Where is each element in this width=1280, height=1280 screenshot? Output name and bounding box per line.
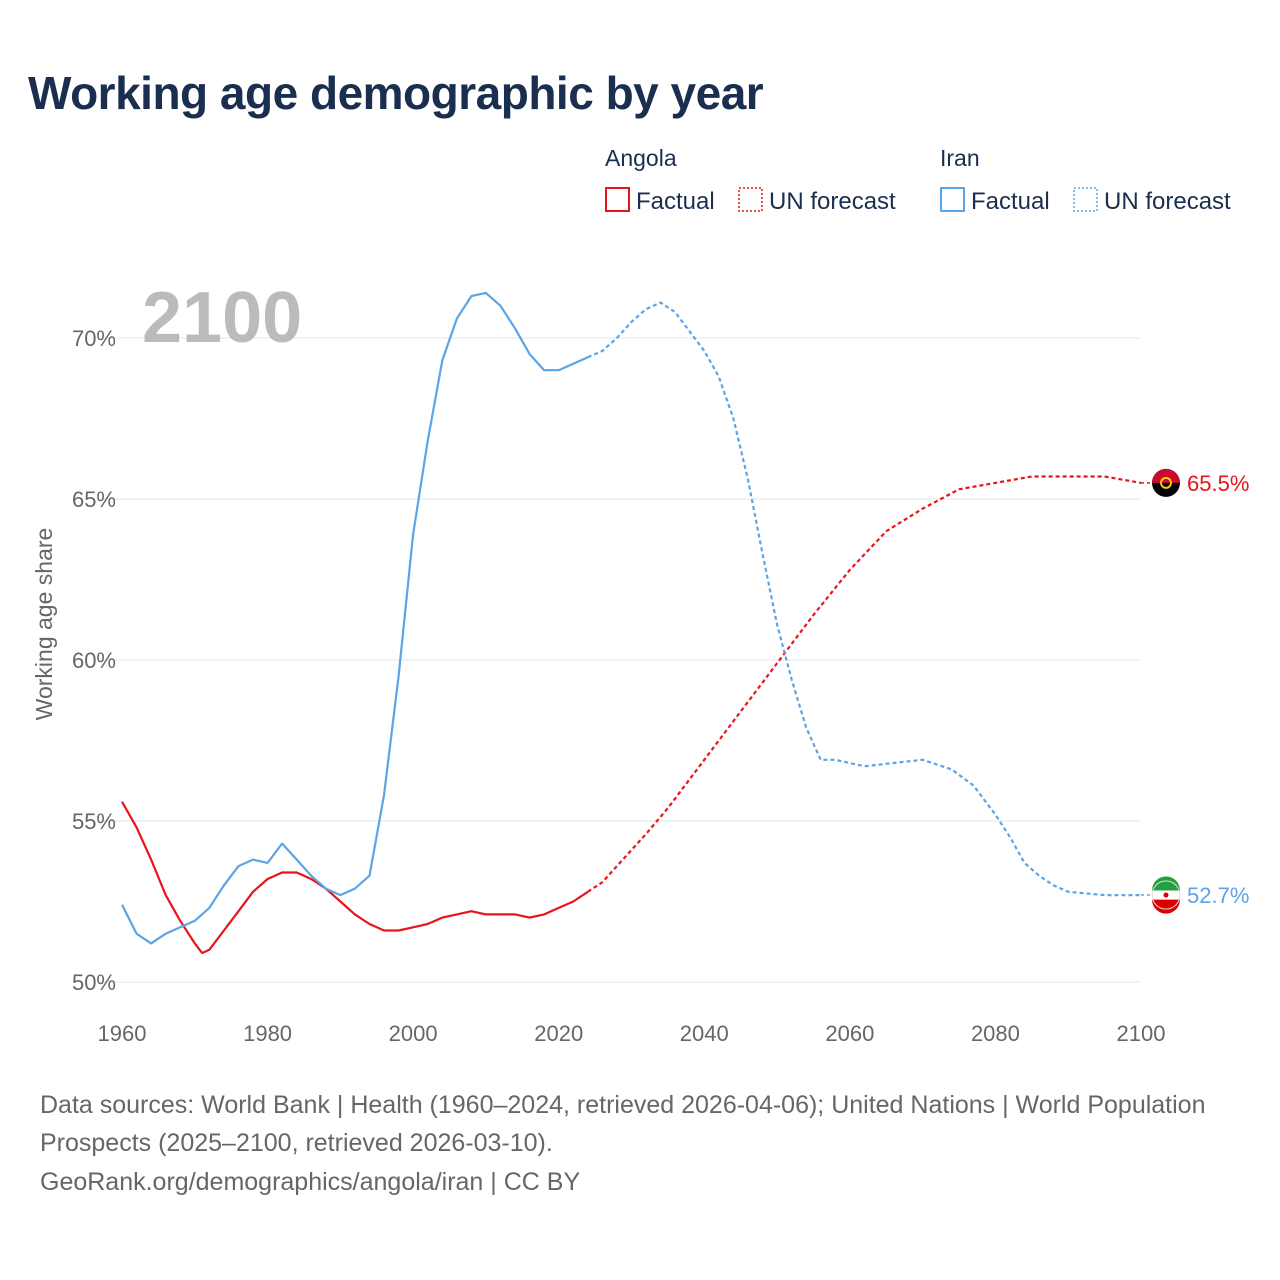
legend-item-iran-factual[interactable]: Factual	[940, 187, 1050, 215]
angola-forecast-line	[587, 475, 1142, 893]
end-labels: 65.5% 52.7%	[1141, 468, 1249, 914]
iran-factual-line	[121, 291, 589, 945]
legend-group-iran[interactable]: Iran Factual UN forecast	[940, 145, 1231, 215]
legend-country-label: Iran	[940, 145, 980, 171]
iran-flag-green	[1152, 876, 1181, 891]
legend-swatch-forecast	[738, 187, 763, 212]
iran-flag-icon	[1151, 876, 1181, 914]
x-tick-label: 2060	[825, 1021, 874, 1046]
angola-flag-icon	[1152, 468, 1181, 497]
y-tick-label: 70%	[72, 326, 116, 351]
y-tick-label: 65%	[72, 487, 116, 512]
chart-title: Working age demographic by year	[28, 67, 764, 119]
legend-label-factual: Factual	[971, 188, 1050, 215]
y-axis-ticks: 50% 55% 60% 65% 70%	[72, 326, 116, 995]
legend-label-factual: Factual	[636, 188, 715, 215]
legend-group-angola[interactable]: Angola Factual UN forecast	[605, 145, 896, 215]
angola-emblem	[1160, 476, 1172, 489]
angola-factual-line	[121, 801, 589, 955]
angola-flag-top	[1152, 468, 1181, 483]
x-tick-label: 1960	[98, 1021, 147, 1046]
gridlines	[100, 337, 1141, 983]
legend-swatch-forecast	[1073, 187, 1098, 212]
x-tick-label: 2000	[389, 1021, 438, 1046]
x-axis-ticks: 1960 1980 2000 2020 2040 2060 2080 2100	[98, 1021, 1166, 1046]
legend-country-label: Angola	[605, 145, 677, 171]
year-watermark: 2100	[142, 278, 302, 358]
legend-label-forecast: UN forecast	[769, 188, 896, 215]
y-axis-title: Working age share	[31, 528, 57, 721]
x-tick-label: 2100	[1117, 1021, 1166, 1046]
series-lines	[121, 291, 1142, 955]
legend-label-forecast: UN forecast	[1104, 188, 1231, 215]
legend-item-angola-factual[interactable]: Factual	[605, 187, 715, 215]
iran-end-value: 52.7%	[1187, 883, 1249, 908]
legend[interactable]: Angola Factual UN forecast Iran Factual UN fo…	[605, 145, 1231, 215]
legend-swatch-factual	[940, 187, 965, 212]
iran-flag-outline	[1151, 880, 1181, 910]
angola-end-value: 65.5%	[1187, 471, 1249, 496]
y-tick-label: 55%	[72, 809, 116, 834]
legend-item-angola-forecast[interactable]: UN forecast	[738, 187, 896, 215]
x-tick-label: 2080	[971, 1021, 1020, 1046]
x-tick-label: 1980	[243, 1021, 292, 1046]
footer-sources: Data sources: World Bank | Health (1960–…	[40, 1091, 1206, 1157]
x-tick-label: 2040	[680, 1021, 729, 1046]
footer-credit: GeoRank.org/demographics/angola/iran | C…	[40, 1168, 581, 1196]
y-tick-label: 50%	[72, 970, 116, 995]
iran-emblem	[1163, 892, 1169, 898]
iran-flag-red	[1152, 899, 1181, 914]
y-tick-label: 60%	[72, 648, 116, 673]
chart-area: 2100 50% 55% 60% 65% 70% 1960 1980 2000 2020 204…	[31, 145, 1249, 1046]
x-tick-label: 2020	[534, 1021, 583, 1046]
legend-swatch-factual	[605, 187, 630, 212]
iran-forecast-line	[587, 301, 1141, 897]
legend-item-iran-forecast[interactable]: UN forecast	[1073, 187, 1231, 215]
